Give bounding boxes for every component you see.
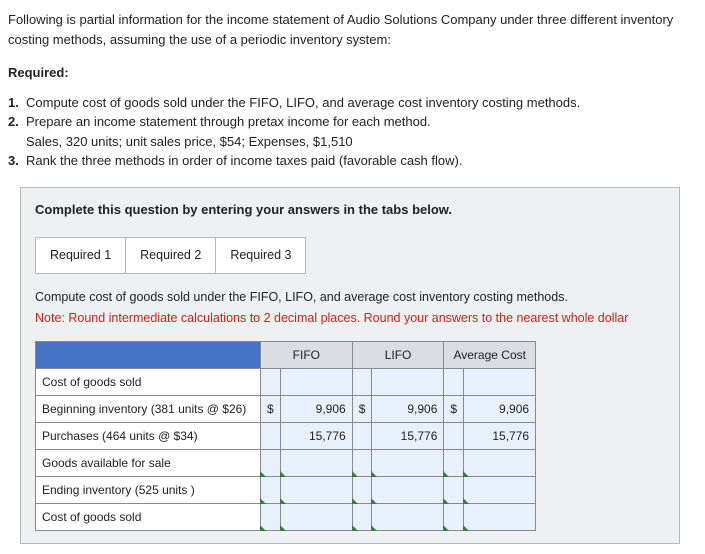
cell-dollar[interactable] [261,477,281,504]
cell-dollar[interactable]: $ [444,396,464,423]
cell-value[interactable] [372,450,444,477]
cell-dollar [261,369,281,396]
cell-value[interactable] [280,450,352,477]
cell-value[interactable] [372,504,444,531]
row-label: Purchases (464 units @ $34) [36,423,261,450]
cell-value [464,369,536,396]
requirements-list: 1.Compute cost of goods sold under the F… [8,93,697,171]
intro-text: Following is partial information for the… [8,10,697,49]
cell-value[interactable]: 15,776 [464,423,536,450]
answer-panel: Complete this question by entering your … [20,187,680,545]
req-subtext: Sales, 320 units; unit sales price, $54;… [26,132,697,152]
panel-instruction: Complete this question by entering your … [35,200,665,220]
row-label: Cost of goods sold [36,504,261,531]
cell-dollar[interactable] [444,423,464,450]
cell-dollar[interactable] [352,504,372,531]
sub-instruction: Compute cost of goods sold under the FIF… [35,288,665,307]
col-header-lifo: LIFO [352,342,444,369]
req-text: Rank the three methods in order of incom… [26,151,697,171]
cell-value[interactable]: 9,906 [464,396,536,423]
col-header-fifo: FIFO [261,342,353,369]
req-text: Prepare an income statement through pret… [26,112,697,132]
tab-required-3[interactable]: Required 3 [215,237,306,274]
tab-bar: Required 1 Required 2 Required 3 [35,237,665,274]
cogs-table: FIFO LIFO Average Cost Cost of goods sol… [35,341,536,531]
row-label: Ending inventory (525 units ) [36,477,261,504]
cell-dollar[interactable] [261,423,281,450]
cell-value [280,369,352,396]
rounding-note: Note: Round intermediate calculations to… [35,309,665,328]
cell-value [372,369,444,396]
cell-value[interactable] [464,477,536,504]
cell-value[interactable] [280,477,352,504]
cell-dollar [444,369,464,396]
cell-dollar[interactable]: $ [261,396,281,423]
cell-dollar [352,369,372,396]
cell-dollar[interactable] [444,504,464,531]
cell-dollar[interactable] [352,423,372,450]
cell-value[interactable] [464,504,536,531]
req-num: 2. [8,112,26,132]
cell-dollar[interactable] [444,450,464,477]
cell-value[interactable] [280,504,352,531]
row-label: Goods available for sale [36,450,261,477]
req-text: Compute cost of goods sold under the FIF… [26,93,697,113]
cell-value[interactable]: 9,906 [280,396,352,423]
cell-value[interactable] [464,450,536,477]
col-header-avg: Average Cost [444,342,536,369]
cell-dollar[interactable] [261,504,281,531]
required-heading: Required: [8,63,697,83]
cell-value[interactable]: 9,906 [372,396,444,423]
cell-value[interactable]: 15,776 [372,423,444,450]
row-label: Cost of goods sold [36,369,261,396]
header-blank [36,342,261,369]
cell-value[interactable]: 15,776 [280,423,352,450]
req-num: 1. [8,93,26,113]
row-label: Beginning inventory (381 units @ $26) [36,396,261,423]
cell-dollar[interactable] [352,477,372,504]
cell-dollar[interactable] [261,450,281,477]
cell-dollar[interactable] [444,477,464,504]
cell-dollar[interactable]: $ [352,396,372,423]
req-num: 3. [8,151,26,171]
cell-value[interactable] [372,477,444,504]
tab-required-1[interactable]: Required 1 [35,237,126,274]
tab-required-2[interactable]: Required 2 [125,237,216,274]
cell-dollar[interactable] [352,450,372,477]
